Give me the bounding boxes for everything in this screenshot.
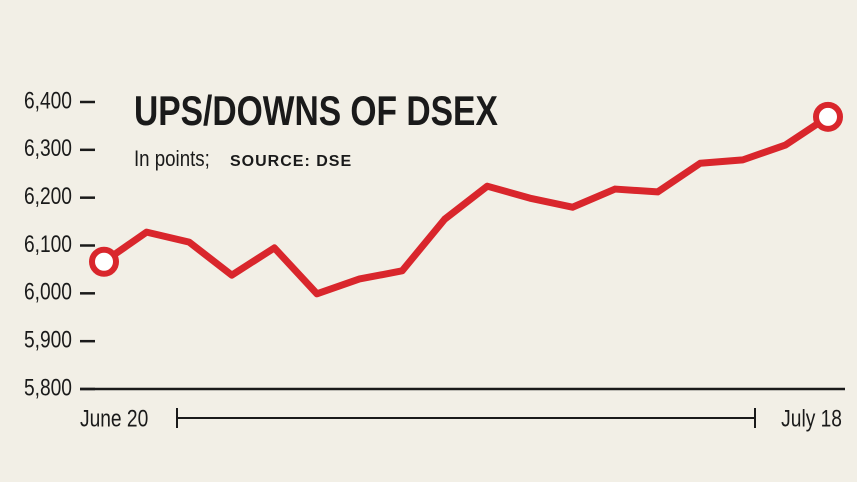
x-tick-label: July 18 bbox=[781, 404, 842, 432]
chart-title: UPS/DOWNS OF DSEX bbox=[134, 89, 498, 135]
y-tick-label: 5,900 bbox=[24, 325, 72, 353]
y-tick-label: 6,100 bbox=[24, 230, 72, 258]
y-tick-label: 6,200 bbox=[24, 182, 72, 210]
y-tick-label: 5,800 bbox=[24, 373, 72, 401]
line bbox=[101, 113, 830, 298]
chart-source: SOURCE: DSE bbox=[230, 153, 352, 170]
chart-subtitle: In points; bbox=[134, 147, 210, 171]
y-tick-label: 6,000 bbox=[24, 278, 72, 306]
y-tick-label: 6,300 bbox=[24, 134, 72, 162]
x-tick-label: June 20 bbox=[80, 404, 148, 432]
end-marker bbox=[89, 246, 119, 277]
y-tick-label: 6,400 bbox=[24, 86, 72, 114]
end-marker bbox=[813, 101, 843, 132]
